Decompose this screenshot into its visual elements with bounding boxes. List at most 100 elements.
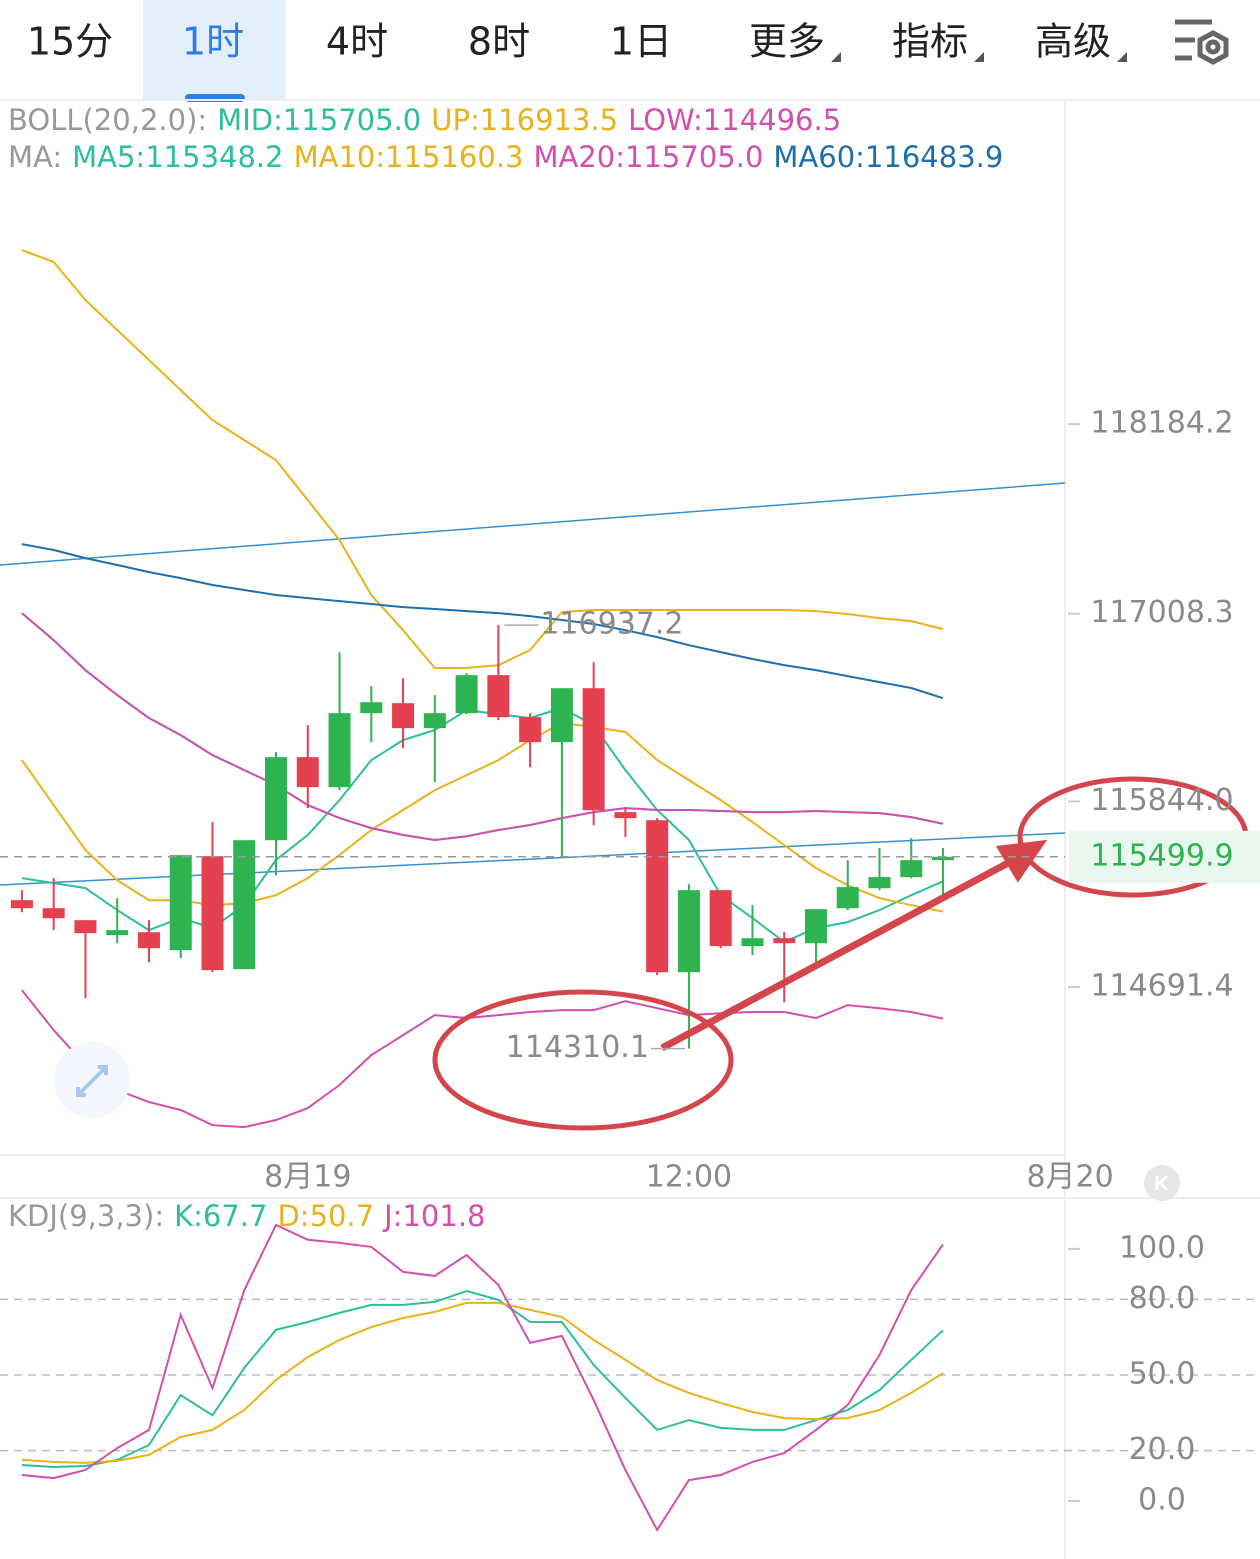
- y-tick-label: 80.0: [1129, 1281, 1196, 1316]
- price-plot: [10, 249, 955, 1129]
- candle-body: [836, 887, 859, 909]
- indicator-line: [21, 543, 944, 700]
- legend-value: 101.8: [402, 1199, 485, 1233]
- candle-body: [392, 703, 415, 729]
- candle-body: [42, 908, 65, 919]
- tab[interactable]: 指标: [892, 20, 968, 64]
- kdj-legend: KDJ(9,3,3): K:67.7 D:50.7 J:101.8: [8, 1199, 486, 1233]
- legend-name: MA60:: [773, 140, 865, 174]
- legend-name: MID:: [217, 103, 283, 137]
- candle-body: [709, 890, 732, 947]
- annotation-circle: [432, 989, 734, 1131]
- legend-name: MA20:: [534, 140, 626, 174]
- candle-body: [550, 688, 573, 743]
- candle-body: [773, 938, 796, 944]
- x-tick-label: 12:00: [646, 1160, 732, 1195]
- legend-value: 115160.3: [385, 140, 523, 174]
- x-tick-label: 8月20: [1026, 1160, 1113, 1195]
- y-tick-label: 50.0: [1129, 1356, 1196, 1391]
- expand-icon: [76, 1065, 108, 1097]
- kdj-line: [21, 1301, 944, 1464]
- indicator-legend: BOLL(20,2.0): MID:115705.0 UP:116913.5 LOW:…: [8, 103, 841, 137]
- y-tick-label: 114691.4: [1090, 969, 1233, 1004]
- candle-body: [900, 860, 923, 878]
- annotation-arrow: [660, 858, 1012, 1052]
- x-tick-label: 8月19: [264, 1160, 351, 1195]
- high-label: 116937.2: [540, 607, 683, 642]
- legend-value: 115705.0: [283, 103, 421, 137]
- candle-body: [423, 713, 446, 729]
- candle-body: [932, 856, 955, 861]
- tab[interactable]: 15分: [27, 20, 113, 64]
- legend-value: 67.7: [203, 1199, 268, 1233]
- kdj-line: [21, 1289, 944, 1469]
- candle-body: [233, 840, 256, 970]
- candle-body: [201, 856, 224, 971]
- tab[interactable]: 高级: [1035, 20, 1111, 64]
- candle-body: [582, 688, 605, 811]
- legend-value: 114496.5: [703, 103, 841, 137]
- candle-body: [614, 812, 637, 819]
- candle-body: [169, 855, 192, 951]
- y-tick-label: 0.0: [1138, 1483, 1186, 1518]
- candle-body: [519, 717, 542, 743]
- legend-prefix: KDJ(9,3,3):: [8, 1199, 164, 1233]
- candle-body: [10, 900, 33, 909]
- y-tick-label: 100.0: [1119, 1230, 1205, 1265]
- y-tick-label: 117008.3: [1090, 595, 1233, 630]
- tab[interactable]: 8时: [468, 20, 530, 64]
- candle-body: [296, 757, 319, 788]
- candle-body: [106, 930, 129, 936]
- tab[interactable]: 1日: [610, 20, 672, 64]
- tab-selected-bg: [143, 0, 286, 100]
- candle-body: [74, 920, 97, 934]
- candle-body: [804, 909, 827, 944]
- y-tick-label: 115844.0: [1090, 783, 1233, 818]
- candle-body: [137, 932, 160, 949]
- legend-name: MA5:: [72, 140, 145, 174]
- candle-body: [677, 890, 700, 973]
- arrow-head: [995, 839, 1048, 883]
- indicator-line: [21, 612, 944, 842]
- trend-line: [0, 482, 1066, 566]
- candle-body: [455, 675, 478, 714]
- last-price-label: 115499.9: [1090, 838, 1233, 873]
- dropdown-caret: [831, 52, 841, 62]
- legend-name: LOW:: [628, 103, 703, 137]
- legend-value: 115348.2: [145, 140, 283, 174]
- legend-value: 116483.9: [865, 140, 1003, 174]
- dropdown-caret: [974, 52, 984, 62]
- expand-button[interactable]: [54, 1042, 130, 1118]
- dropdown-caret: [1117, 52, 1127, 62]
- tab[interactable]: 更多: [749, 20, 825, 64]
- tab[interactable]: 4时: [326, 20, 388, 64]
- candle-body: [487, 675, 510, 718]
- kdj-line: [21, 1223, 944, 1532]
- icon-hex: [1197, 30, 1229, 65]
- low-label: 114310.1: [506, 1030, 649, 1065]
- legend-prefix: BOLL(20,2.0):: [8, 103, 207, 137]
- candle-body: [360, 702, 383, 714]
- candle-body: [646, 820, 669, 973]
- icon-dot: [1205, 39, 1221, 55]
- candle-body: [265, 757, 288, 841]
- scroll-icon: [1155, 1174, 1169, 1192]
- y-tick-label: 118184.2: [1090, 406, 1233, 441]
- legend-value: 115705.0: [625, 140, 763, 174]
- tab-bar: 15分 1时 4时 8时 1日 更多 指标 高级: [27, 0, 1127, 102]
- candle-body: [328, 713, 351, 788]
- tab[interactable]: 1时: [182, 20, 244, 64]
- y-tick-label: 20.0: [1129, 1432, 1196, 1467]
- last-price-bg: [1069, 830, 1260, 883]
- legend-prefix: MA:: [8, 140, 62, 174]
- candle-body: [868, 877, 891, 889]
- legend-name: MA10:: [294, 140, 386, 174]
- indicator-legend: MA: MA5:115348.2 MA10:115160.3 MA20:115705.…: [8, 140, 1003, 174]
- legend-value: 116913.5: [480, 103, 618, 137]
- indicator-line: [21, 989, 944, 1129]
- legend-name: K:: [174, 1199, 203, 1233]
- indicator-line: [21, 249, 944, 669]
- settings-icon[interactable]: [1175, 19, 1229, 65]
